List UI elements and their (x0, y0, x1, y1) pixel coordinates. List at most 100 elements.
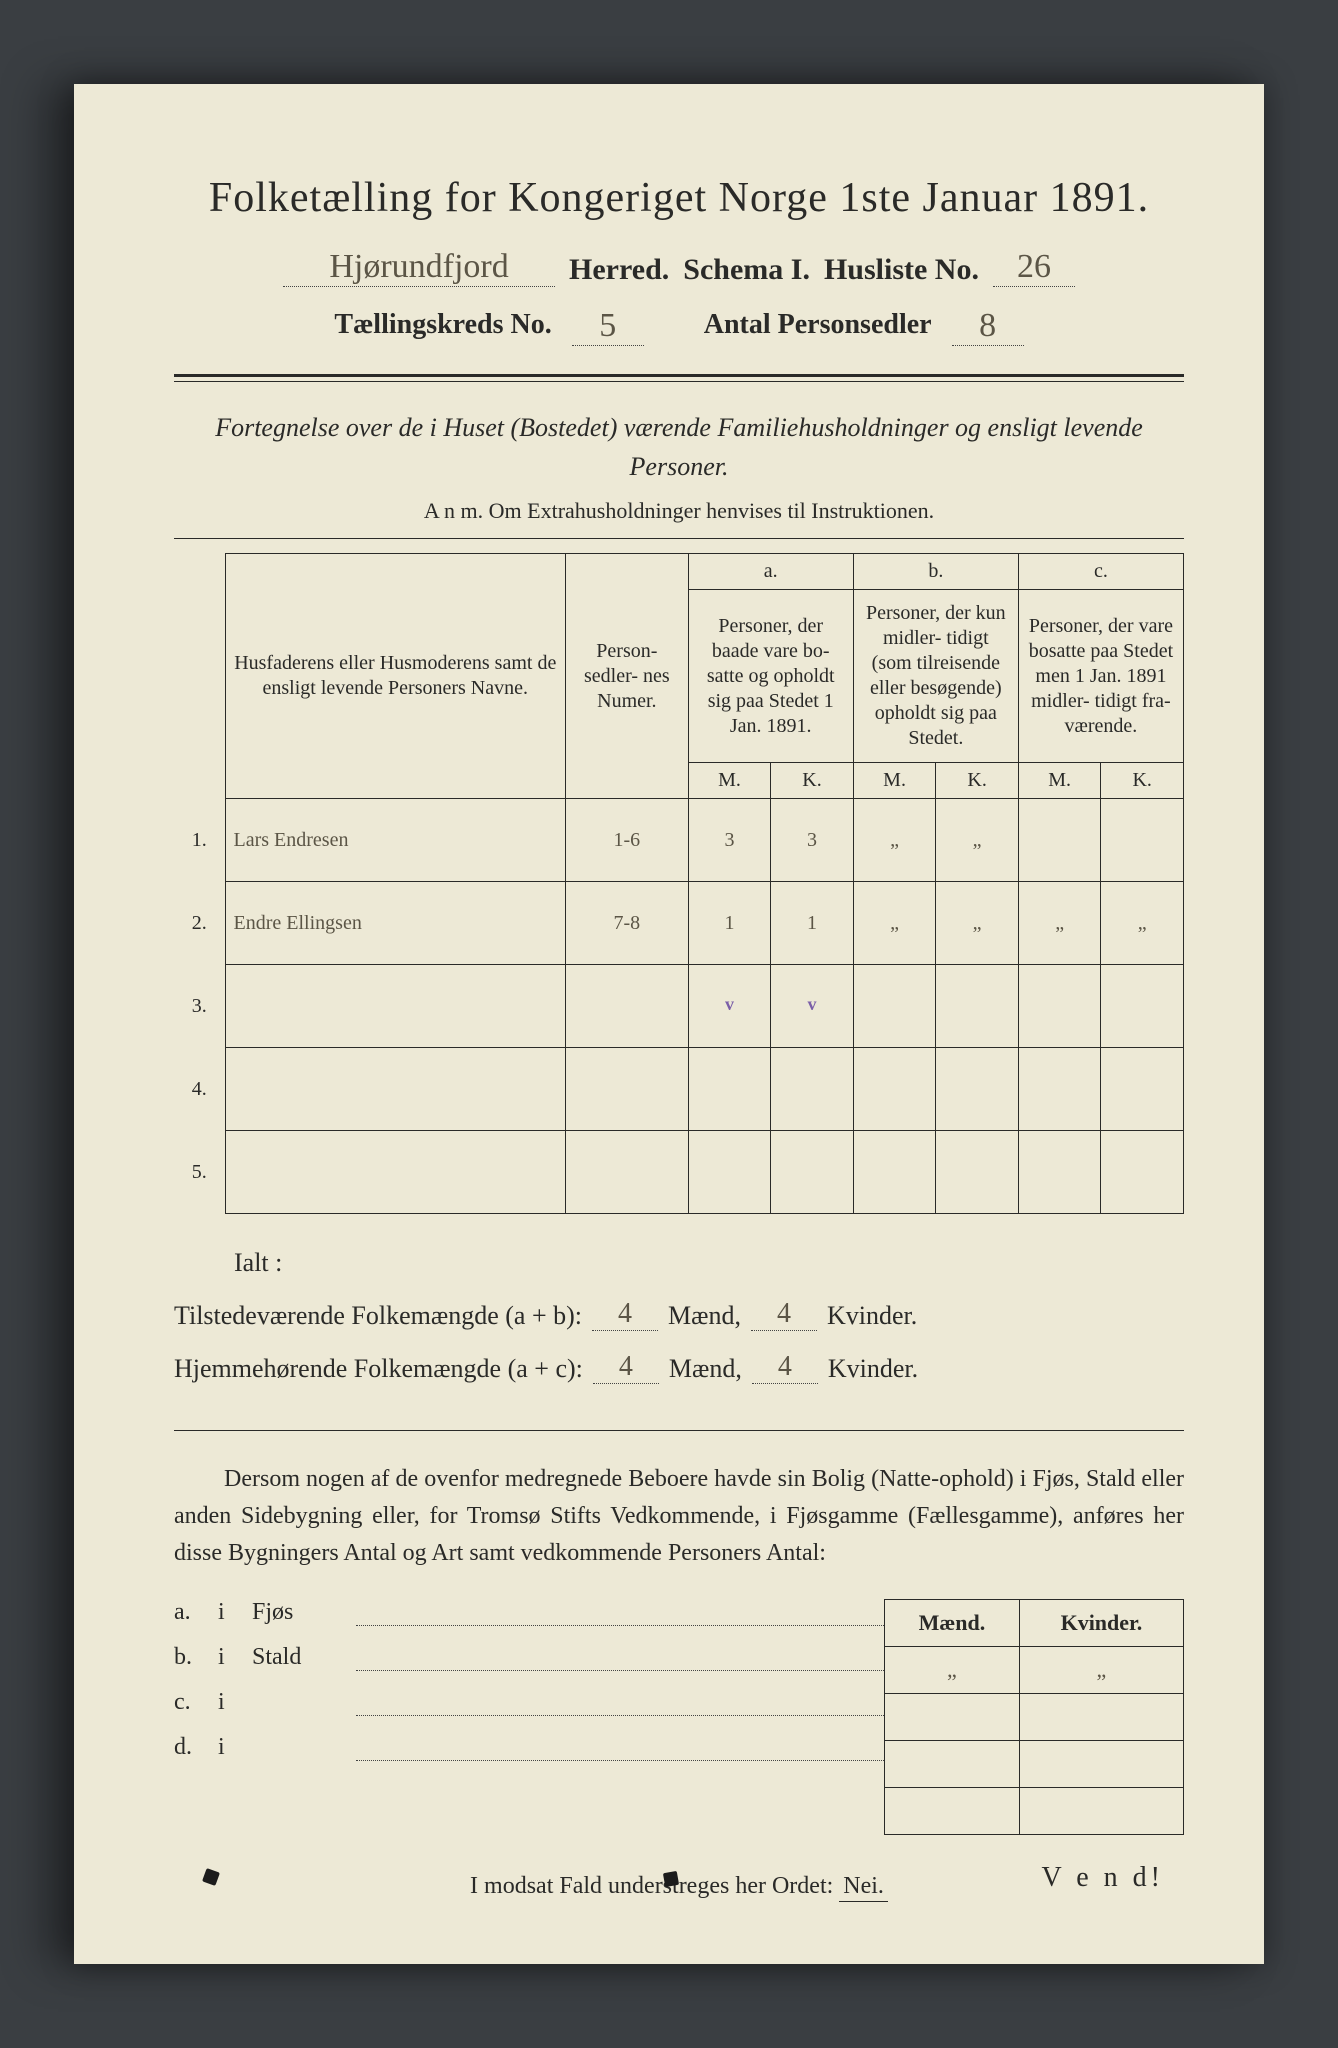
cell-am: v (688, 965, 771, 1048)
sum1-m: 4 (592, 1298, 658, 1331)
col-k: K. (936, 763, 1019, 799)
table-row: 5. (174, 1131, 1184, 1214)
cell-num: 7-8 (566, 882, 689, 965)
col-m: M. (1018, 763, 1101, 799)
mini-m (885, 1787, 1020, 1834)
col-group-c: c. (1018, 554, 1183, 590)
col-group-a: a. (688, 554, 853, 590)
cell-bk (936, 1131, 1019, 1214)
mini-k: „ (1019, 1646, 1183, 1693)
cell-bk: „ (936, 799, 1019, 882)
cell-bm (853, 1048, 936, 1131)
mini-k (1019, 1740, 1183, 1787)
cell-ck (1101, 1131, 1184, 1214)
cell-bm (853, 1131, 936, 1214)
kreds-value: 5 (572, 309, 644, 346)
header-row-1: Hjørundfjord Herred. Schema I. Husliste … (174, 250, 1184, 287)
mini-m (885, 1693, 1020, 1740)
outbuildings-table: Mænd. Kvinder. „„ (884, 1599, 1184, 1835)
sum-line-1: Tilstedeværende Folkemængde (a + b): 4 M… (174, 1298, 1184, 1331)
col-m: M. (853, 763, 936, 799)
cell-bm: „ (853, 882, 936, 965)
list-item: c.i (174, 1689, 884, 1716)
mini-head-k: Kvinder. (1019, 1599, 1183, 1646)
outbuildings-para: Dersom nogen af de ovenfor medregnede Be… (174, 1461, 1184, 1573)
cell-ck (1101, 965, 1184, 1048)
mini-key: d. (174, 1734, 204, 1761)
cell-ak: 3 (771, 799, 854, 882)
mini-m: „ (885, 1646, 1020, 1693)
divider (174, 1430, 1184, 1431)
mini-k (1019, 1787, 1183, 1834)
cell-cm (1018, 1131, 1101, 1214)
cell-am (688, 1131, 771, 1214)
dots (356, 1691, 884, 1716)
cell-bk (936, 965, 1019, 1048)
col-header-name: Husfaderens eller Husmoderens samt de en… (225, 554, 566, 799)
mini-key: b. (174, 1644, 204, 1671)
intro-line-1: Fortegnelse over de i Huset (Bostedet) v… (174, 408, 1184, 486)
mini-label: Fjøs (252, 1599, 342, 1626)
herred-value: Hjørundfjord (283, 250, 555, 287)
col-k: K. (771, 763, 854, 799)
document-paper: Folketælling for Kongeriget Norge 1ste J… (74, 84, 1264, 1964)
sedler-label: Antal Personsedler (704, 309, 932, 346)
mini-i: i (218, 1734, 238, 1761)
cell-ak (771, 1048, 854, 1131)
intro-line-2: A n m. Om Extrahusholdninger henvises ti… (174, 498, 1184, 524)
footer-nei: Nei. (839, 1873, 888, 1902)
mini-i: i (218, 1599, 238, 1626)
col-header-b: Personer, der kun midler- tidigt (som ti… (853, 590, 1018, 763)
cell-bk: „ (936, 882, 1019, 965)
schema-label: Schema I. (683, 253, 810, 287)
table-row: 3.vv (174, 965, 1184, 1048)
sum2-m: 4 (593, 1351, 659, 1384)
row-number: 1. (174, 799, 225, 882)
cell-cm (1018, 799, 1101, 882)
list-item: a.iFjøs (174, 1599, 884, 1626)
herred-label: Herred. (569, 253, 669, 287)
cell-cm (1018, 1048, 1101, 1131)
col-group-b: b. (853, 554, 1018, 590)
row-number: 3. (174, 965, 225, 1048)
row-number: 5. (174, 1131, 225, 1214)
cell-ck (1101, 1048, 1184, 1131)
col-header-c: Personer, der vare bosatte paa Stedet me… (1018, 590, 1183, 763)
cell-ak (771, 1131, 854, 1214)
cell-ak: 1 (771, 882, 854, 965)
sum1-label: Tilstedeværende Folkemængde (a + b): (174, 1301, 582, 1331)
cell-bm: „ (853, 799, 936, 882)
outbuildings-block: a.iFjøsb.iStaldc.id.i Mænd. Kvinder. „„ (174, 1599, 1184, 1835)
ialt-label: Ialt : (234, 1248, 1184, 1278)
sum2-k: 4 (752, 1351, 818, 1384)
kvinder-label: Kvinder. (828, 1354, 918, 1384)
cell-ck (1101, 799, 1184, 882)
cell-bk (936, 1048, 1019, 1131)
sum1-k: 4 (751, 1298, 817, 1331)
kreds-label: Tællingskreds No. (334, 309, 551, 346)
table-row (885, 1740, 1184, 1787)
col-m: M. (688, 763, 771, 799)
cell-cm (1018, 965, 1101, 1048)
divider (174, 538, 1184, 539)
list-item: d. i (174, 1734, 884, 1761)
table-row: 1.Lars Endresen1-633„„ (174, 799, 1184, 882)
ialt-section: Ialt : Tilstedeværende Folkemængde (a + … (174, 1248, 1184, 1384)
header-row-2: Tællingskreds No. 5 Antal Personsedler 8 (174, 309, 1184, 346)
cell-name (225, 1131, 566, 1214)
cell-cm: „ (1018, 882, 1101, 965)
table-row (885, 1693, 1184, 1740)
outbuildings-list: a.iFjøsb.iStaldc.id.i (174, 1599, 884, 1779)
cell-name (225, 965, 566, 1048)
cell-num (566, 1131, 689, 1214)
col-header-a: Personer, der baade vare bo- satte og op… (688, 590, 853, 763)
mini-k (1019, 1693, 1183, 1740)
cell-am: 1 (688, 882, 771, 965)
cell-am (688, 1048, 771, 1131)
list-item: b.iStald (174, 1644, 884, 1671)
footer-line: I modsat Fald understreges her Ordet: Ne… (174, 1873, 1184, 1900)
cell-num: 1-6 (566, 799, 689, 882)
table-row (885, 1787, 1184, 1834)
census-table: Husfaderens eller Husmoderens samt de en… (174, 553, 1184, 1214)
row-number: 2. (174, 882, 225, 965)
